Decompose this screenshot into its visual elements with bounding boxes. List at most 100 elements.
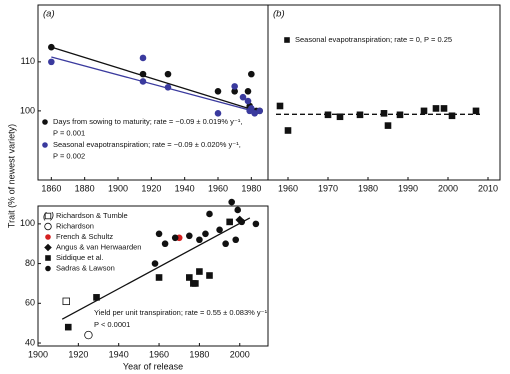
legend-p-value: P = 0.002 bbox=[53, 151, 85, 160]
point bbox=[248, 70, 255, 78]
point bbox=[252, 220, 260, 228]
point bbox=[228, 198, 235, 206]
annotation: P < 0.0001 bbox=[94, 320, 130, 329]
x-tick-label: 1970 bbox=[318, 183, 338, 193]
legend-p-value: P = 0.001 bbox=[53, 128, 85, 137]
point bbox=[244, 97, 252, 105]
x-tick-label: 1980 bbox=[358, 183, 378, 193]
point bbox=[161, 240, 169, 248]
point bbox=[48, 43, 55, 51]
point bbox=[284, 127, 292, 134]
legend-label: Richardson bbox=[56, 221, 94, 230]
x-tick-label: 1960 bbox=[278, 183, 298, 193]
point bbox=[396, 111, 404, 119]
point bbox=[62, 297, 70, 306]
legend-label: Angus & van Herwaarden bbox=[56, 242, 141, 251]
point bbox=[256, 107, 263, 115]
point bbox=[48, 58, 55, 66]
x-tick-label: 1860 bbox=[41, 183, 61, 193]
y-tick-label: 100 bbox=[20, 105, 35, 115]
point bbox=[472, 107, 480, 115]
x-tick-label: 1960 bbox=[149, 349, 169, 359]
point bbox=[231, 87, 238, 95]
y-tick-label: 40 bbox=[25, 337, 35, 347]
y-tick-label: 80 bbox=[25, 258, 35, 268]
point bbox=[231, 83, 238, 90]
x-tick-label: 1900 bbox=[108, 183, 128, 193]
point bbox=[232, 236, 240, 244]
point bbox=[238, 218, 246, 226]
point bbox=[196, 268, 203, 275]
legend-label: Richardson & Tumble bbox=[56, 211, 128, 220]
point bbox=[432, 105, 440, 112]
point bbox=[380, 110, 388, 117]
legend-label: French & Schultz bbox=[56, 232, 113, 241]
y-tick-label: 110 bbox=[21, 56, 35, 66]
legend-label: Seasonal evapotranspiration; rate = 0, P… bbox=[295, 35, 452, 44]
point bbox=[139, 78, 147, 85]
point bbox=[420, 107, 428, 115]
point bbox=[93, 294, 100, 301]
point bbox=[155, 274, 163, 281]
point bbox=[155, 230, 163, 238]
point bbox=[244, 87, 252, 95]
legend-marker bbox=[45, 255, 51, 261]
x-tick-label: 1980 bbox=[189, 349, 209, 359]
plot-frame bbox=[267, 4, 501, 181]
point bbox=[196, 236, 203, 244]
point bbox=[248, 105, 255, 112]
point bbox=[222, 240, 229, 248]
point bbox=[192, 280, 199, 287]
annotation: Yield per unit transpiration; rate = 0.5… bbox=[94, 308, 268, 317]
fit-line bbox=[51, 56, 260, 114]
point bbox=[84, 330, 93, 340]
fit-line bbox=[61, 217, 251, 320]
panel-label: (b) bbox=[273, 9, 285, 20]
legend-marker bbox=[44, 222, 52, 231]
x-tick-label: 2000 bbox=[230, 349, 250, 359]
point bbox=[276, 102, 284, 110]
legend-label: Days from sowing to maturity; rate = −0.… bbox=[53, 117, 242, 126]
y-axis-label: Trait (% of newest variety) bbox=[6, 124, 16, 228]
legend-marker bbox=[45, 265, 51, 272]
point bbox=[186, 274, 193, 281]
point bbox=[226, 218, 233, 226]
point bbox=[151, 260, 159, 267]
point bbox=[324, 111, 332, 119]
legend-label: Siddique et al. bbox=[56, 253, 104, 262]
point bbox=[164, 84, 172, 91]
point bbox=[216, 226, 223, 234]
y-tick-label: 60 bbox=[25, 298, 35, 308]
point bbox=[139, 54, 147, 62]
point bbox=[164, 70, 172, 78]
legend-label: Seasonal evapotranspiration; rate = −0.0… bbox=[53, 140, 241, 149]
legend-marker bbox=[284, 37, 290, 43]
panel-label: (a) bbox=[43, 9, 55, 20]
x-tick-label: 1920 bbox=[141, 183, 161, 193]
x-tick-label: 1940 bbox=[109, 349, 129, 359]
point bbox=[186, 232, 193, 240]
point bbox=[206, 272, 213, 279]
x-tick-label: 1940 bbox=[175, 183, 195, 193]
x-tick-label: 1920 bbox=[68, 349, 88, 359]
point bbox=[448, 112, 456, 120]
point bbox=[214, 110, 222, 117]
point bbox=[214, 87, 222, 95]
point bbox=[234, 206, 242, 214]
point bbox=[139, 70, 147, 78]
legend-marker bbox=[44, 212, 52, 220]
x-tick-label: 1900 bbox=[28, 349, 48, 359]
x-tick-label: 1880 bbox=[75, 183, 95, 193]
x-tick-label: 2000 bbox=[438, 183, 458, 193]
y-tick-label: 100 bbox=[20, 218, 35, 228]
legend-label: Sadras & Lawson bbox=[56, 263, 115, 272]
point bbox=[64, 323, 72, 331]
point bbox=[206, 210, 213, 218]
point bbox=[239, 93, 247, 101]
point bbox=[384, 122, 392, 129]
fit-line bbox=[51, 46, 260, 113]
x-tick-label: 1960 bbox=[208, 183, 228, 193]
x-tick-label: 2010 bbox=[478, 183, 498, 193]
